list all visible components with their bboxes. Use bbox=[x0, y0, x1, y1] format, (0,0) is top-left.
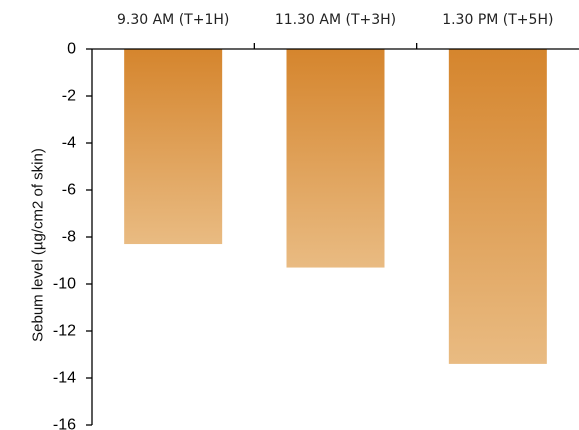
y-tick-label: -6 bbox=[62, 182, 76, 199]
bar bbox=[124, 49, 223, 245]
bar bbox=[448, 49, 547, 364]
y-ticks: 0 -2 -4 -6 -8 -10 -12 -14 -16 bbox=[53, 41, 92, 430]
category-labels: 9.30 AM (T+1H) 11.30 AM (T+3H) 1.30 PM (T+… bbox=[117, 12, 553, 49]
category-label: 11.30 AM (T+3H) bbox=[275, 12, 396, 28]
y-tick-label: -14 bbox=[53, 370, 76, 387]
y-tick-label: -2 bbox=[62, 88, 76, 105]
bar bbox=[286, 49, 385, 268]
y-tick-label: -12 bbox=[53, 323, 76, 340]
y-tick-label: -8 bbox=[62, 229, 76, 246]
bars-layer bbox=[124, 49, 547, 364]
y-tick-label: -10 bbox=[53, 276, 76, 293]
y-tick-label: -4 bbox=[62, 135, 76, 152]
y-axis-title: Sebum level (µg/cm2 of skin) bbox=[30, 148, 47, 342]
category-label: 1.30 PM (T+5H) bbox=[442, 12, 553, 28]
category-label: 9.30 AM (T+1H) bbox=[117, 12, 229, 28]
y-tick-label: -16 bbox=[53, 417, 76, 430]
y-tick-label: 0 bbox=[67, 41, 76, 58]
